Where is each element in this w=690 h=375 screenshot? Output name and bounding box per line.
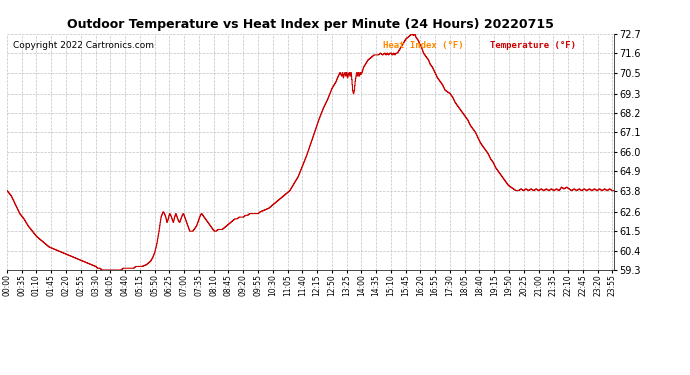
Text: Heat Index (°F): Heat Index (°F) bbox=[384, 41, 464, 50]
Title: Outdoor Temperature vs Heat Index per Minute (24 Hours) 20220715: Outdoor Temperature vs Heat Index per Mi… bbox=[67, 18, 554, 31]
Text: Temperature (°F): Temperature (°F) bbox=[490, 41, 575, 50]
Text: Copyright 2022 Cartronics.com: Copyright 2022 Cartronics.com bbox=[13, 41, 154, 50]
